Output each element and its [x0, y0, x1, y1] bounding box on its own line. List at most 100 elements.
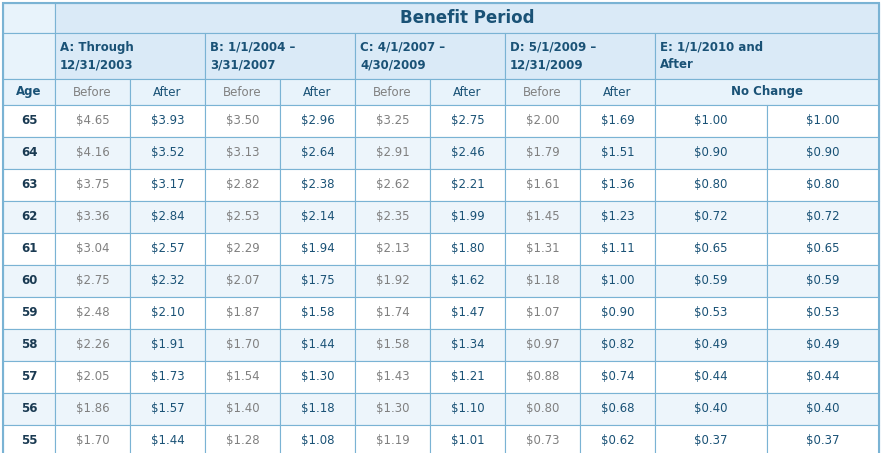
- Text: $0.65: $0.65: [694, 242, 728, 255]
- Bar: [205, 393, 280, 425]
- Text: $2.00: $2.00: [526, 115, 559, 127]
- Text: $0.49: $0.49: [694, 338, 728, 352]
- Text: $3.04: $3.04: [76, 242, 109, 255]
- Bar: [355, 425, 430, 453]
- Bar: [130, 105, 205, 137]
- Text: Before: Before: [374, 86, 411, 98]
- Bar: [767, 137, 879, 169]
- Text: $0.40: $0.40: [806, 403, 840, 415]
- Bar: [280, 233, 355, 265]
- Text: $2.75: $2.75: [451, 115, 485, 127]
- Bar: [55, 425, 130, 453]
- Text: $2.29: $2.29: [226, 242, 259, 255]
- Text: After: After: [603, 86, 632, 98]
- Text: $3.52: $3.52: [151, 146, 184, 159]
- Bar: [655, 425, 767, 453]
- Text: $1.54: $1.54: [226, 371, 259, 384]
- Bar: [505, 137, 580, 169]
- Bar: [205, 169, 280, 201]
- Text: $1.86: $1.86: [76, 403, 109, 415]
- Text: $1.58: $1.58: [376, 338, 410, 352]
- Text: 64: 64: [21, 146, 37, 159]
- Text: $1.21: $1.21: [450, 371, 485, 384]
- Bar: [767, 201, 879, 233]
- Text: $2.38: $2.38: [300, 178, 334, 192]
- Bar: [655, 265, 767, 297]
- Text: Benefit Period: Benefit Period: [400, 9, 534, 27]
- Bar: [355, 361, 430, 393]
- Text: $0.59: $0.59: [806, 275, 840, 288]
- Text: $3.36: $3.36: [76, 211, 109, 223]
- Text: $0.62: $0.62: [601, 434, 634, 448]
- Bar: [205, 265, 280, 297]
- Bar: [280, 79, 355, 105]
- Text: $2.13: $2.13: [375, 242, 410, 255]
- Text: $3.75: $3.75: [76, 178, 109, 192]
- Text: $2.46: $2.46: [450, 146, 485, 159]
- Bar: [130, 79, 205, 105]
- Text: $1.94: $1.94: [300, 242, 335, 255]
- Text: $2.32: $2.32: [151, 275, 184, 288]
- Text: $0.82: $0.82: [601, 338, 634, 352]
- Bar: [55, 201, 130, 233]
- Text: C: 4/1/2007 –
4/30/2009: C: 4/1/2007 – 4/30/2009: [360, 41, 445, 71]
- Text: $0.80: $0.80: [694, 178, 728, 192]
- Text: $1.18: $1.18: [300, 403, 334, 415]
- Bar: [55, 33, 205, 79]
- Bar: [655, 33, 879, 79]
- Text: Age: Age: [16, 86, 41, 98]
- Text: $1.62: $1.62: [450, 275, 485, 288]
- Bar: [580, 137, 655, 169]
- Text: $1.01: $1.01: [451, 434, 485, 448]
- Bar: [130, 425, 205, 453]
- Bar: [280, 393, 355, 425]
- Text: $0.40: $0.40: [694, 403, 728, 415]
- Bar: [55, 361, 130, 393]
- Text: $0.80: $0.80: [526, 403, 559, 415]
- Text: D: 5/1/2009 –
12/31/2009: D: 5/1/2009 – 12/31/2009: [510, 41, 596, 71]
- Text: $0.72: $0.72: [806, 211, 840, 223]
- Bar: [580, 79, 655, 105]
- Bar: [655, 137, 767, 169]
- Bar: [55, 79, 130, 105]
- Text: $2.35: $2.35: [376, 211, 410, 223]
- Bar: [205, 425, 280, 453]
- Bar: [55, 169, 130, 201]
- Bar: [580, 233, 655, 265]
- Text: $1.80: $1.80: [451, 242, 485, 255]
- Bar: [205, 201, 280, 233]
- Bar: [767, 169, 879, 201]
- Text: $1.57: $1.57: [151, 403, 184, 415]
- Bar: [767, 361, 879, 393]
- Bar: [205, 297, 280, 329]
- Text: $3.25: $3.25: [376, 115, 410, 127]
- Bar: [55, 393, 130, 425]
- Bar: [430, 393, 505, 425]
- Text: $1.43: $1.43: [375, 371, 410, 384]
- Bar: [430, 169, 505, 201]
- Text: $4.16: $4.16: [76, 146, 109, 159]
- Text: $2.26: $2.26: [76, 338, 109, 352]
- Text: $4.65: $4.65: [76, 115, 109, 127]
- Bar: [430, 137, 505, 169]
- Bar: [3, 297, 55, 329]
- Bar: [280, 137, 355, 169]
- Text: $1.75: $1.75: [300, 275, 334, 288]
- Bar: [355, 233, 430, 265]
- Text: $1.00: $1.00: [694, 115, 728, 127]
- Bar: [580, 265, 655, 297]
- Text: $1.07: $1.07: [526, 307, 559, 319]
- Text: $1.40: $1.40: [226, 403, 259, 415]
- Text: $1.36: $1.36: [601, 178, 634, 192]
- Bar: [505, 79, 580, 105]
- Text: $0.37: $0.37: [694, 434, 728, 448]
- Bar: [355, 79, 430, 105]
- Text: $0.97: $0.97: [526, 338, 559, 352]
- Bar: [430, 201, 505, 233]
- Text: After: After: [453, 86, 482, 98]
- Bar: [767, 425, 879, 453]
- Bar: [505, 425, 580, 453]
- Text: $1.73: $1.73: [151, 371, 184, 384]
- Bar: [430, 105, 505, 137]
- Bar: [767, 105, 879, 137]
